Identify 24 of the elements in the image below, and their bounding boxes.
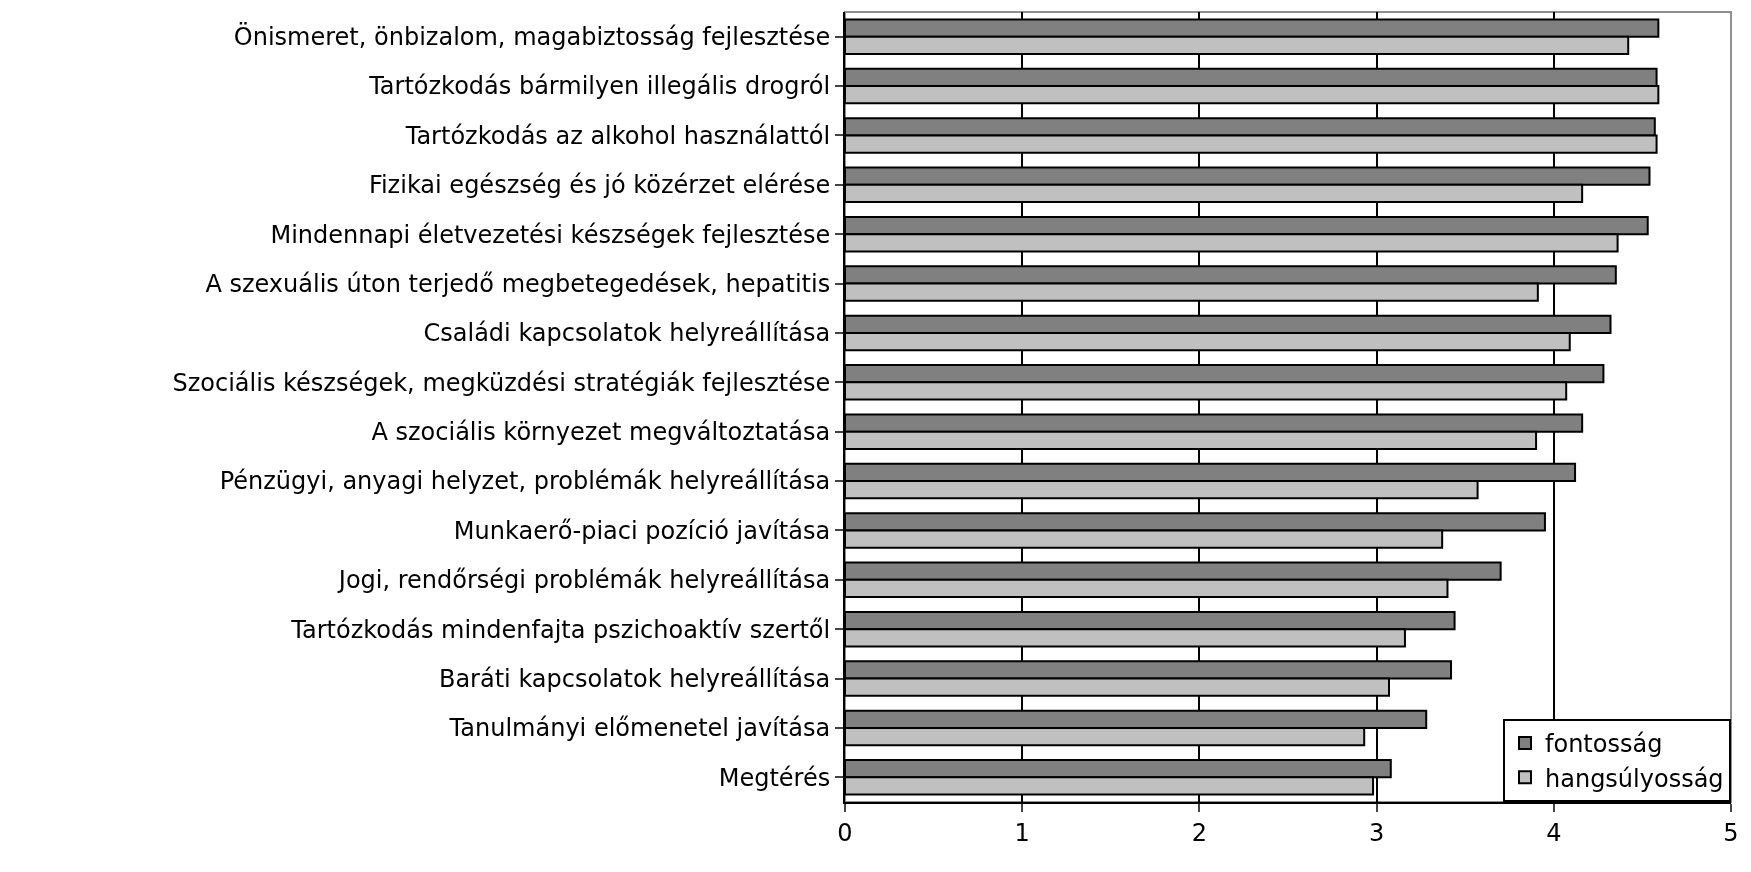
x-tick-label: 3 (1368, 818, 1385, 847)
y-tick-label: Tanulmányi előmenetel javítása (448, 714, 831, 743)
y-tick-label: Pénzügyi, anyagi helyzet, problémák helyreállítása (219, 467, 831, 496)
y-tick-label: Megtérés (718, 763, 831, 792)
y-tick-label: Tartózkodás mindenfajta pszichoaktív szertől (290, 615, 831, 644)
y-tick-label: Családi kapcsolatok helyreállítása (423, 319, 831, 348)
y-tick-label: Jogi, rendőrségi problémák helyreállítása (336, 566, 831, 595)
y-tick-label: A szociális környezet megváltoztatása (371, 418, 831, 447)
legend-label: fontosság (1545, 730, 1663, 759)
y-tick-label: Baráti kapcsolatok helyreállítása (438, 664, 831, 693)
legend-label: hangsúlyosság (1545, 764, 1724, 793)
x-tick-label: 4 (1546, 818, 1562, 847)
y-tick-label: Munkaerő-piaci pozíció javítása (453, 516, 831, 545)
y-tick-label: Fizikai egészség és jó közérzet elérése (368, 171, 831, 200)
x-tick-label: 1 (1014, 818, 1030, 847)
y-tick-label: Mindennapi életvezetési készségek fejlesztése (270, 220, 831, 249)
y-tick-label: Tartózkodás az alkohol használattól (404, 121, 831, 150)
y-tick-label: Tartózkodás bármilyen illegális drogról (368, 72, 831, 101)
y-tick-label: Önismeret, önbizalom, magabiztosság fejlesztése (233, 22, 831, 52)
x-tick-label: 2 (1191, 818, 1208, 847)
y-tick-label: A szexuális úton terjedő megbetegedések, hepatitis (205, 269, 831, 298)
y-tick-label: Szociális készségek, megküzdési stratégiák fejlesztése (172, 368, 831, 397)
x-tick-label: 0 (837, 818, 853, 847)
x-tick-label: 5 (1723, 818, 1739, 847)
